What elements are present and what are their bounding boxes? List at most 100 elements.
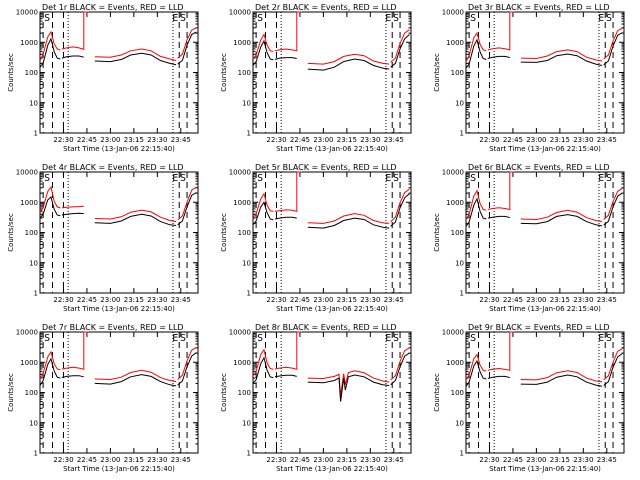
y-tick-label: 10000: [229, 169, 251, 177]
x-tick-label: 22:45: [77, 296, 97, 304]
interval-marker: S: [257, 333, 263, 344]
x-tick-label: 23:00: [100, 136, 120, 144]
x-tick-label: 22:45: [77, 136, 97, 144]
interval-marker: S: [606, 333, 612, 344]
lld-series-line: [274, 11, 302, 52]
interval-marker: E: [598, 173, 604, 184]
y-tick-label: 10000: [229, 9, 251, 17]
lld-series-line: [487, 11, 515, 51]
x-axis-title: Start Time (13-Jan-06 22:15:40): [276, 305, 388, 313]
lld-series-line: [274, 171, 302, 213]
panel-title: Det 8r BLACK = Events, RED = LLD: [255, 323, 397, 332]
y-tick-label: 10: [242, 99, 251, 107]
interval-marker: E: [385, 173, 391, 184]
events-series-line: [252, 39, 274, 66]
events-series-line: [61, 375, 84, 379]
x-tick-label: 22:30: [479, 456, 499, 464]
y-tick-label: 10000: [442, 329, 464, 337]
lld-series-line: [177, 27, 197, 59]
y-tick-label: 1: [34, 130, 38, 138]
events-series-line: [465, 38, 487, 69]
y-tick-label: 100: [238, 389, 251, 397]
lld-series-line: [487, 171, 515, 211]
interval-marker: S: [257, 173, 263, 184]
events-series-line: [465, 359, 487, 387]
x-tick-label: 23:30: [573, 136, 593, 144]
x-tick-label: 23:30: [360, 136, 380, 144]
lld-series-line: [465, 189, 487, 221]
y-tick-label: 10000: [442, 169, 464, 177]
y-tick-label: 100: [451, 229, 464, 237]
y-axis-title: Counts/sec: [7, 213, 15, 252]
panel-title: Det 4r BLACK = Events, RED = LLD: [42, 163, 184, 172]
y-tick-label: 1: [34, 290, 38, 298]
y-tick-label: 10: [455, 259, 464, 267]
y-tick-label: 1000: [446, 359, 464, 367]
y-tick-label: 10: [455, 419, 464, 427]
y-tick-label: 1: [460, 450, 464, 458]
y-tick-label: 100: [25, 69, 38, 77]
y-axis-title: Counts/sec: [220, 53, 228, 92]
x-tick-label: 23:45: [597, 136, 617, 144]
lld-series-line: [39, 350, 61, 380]
y-tick-label: 10: [242, 259, 251, 267]
y-tick-label: 1: [460, 290, 464, 298]
x-tick-label: 23:00: [100, 456, 120, 464]
x-tick-label: 23:45: [384, 136, 404, 144]
y-tick-label: 1: [34, 450, 38, 458]
y-tick-label: 100: [238, 69, 251, 77]
x-axis-title: Start Time (13-Jan-06 22:15:40): [489, 305, 601, 313]
chart-panel: Det 6r BLACK = Events, RED = LLD 1 10 100 10…: [433, 163, 625, 313]
x-axis-title: Start Time (13-Jan-06 22:15:40): [63, 305, 175, 313]
panel-title: Det 7r BLACK = Events, RED = LLD: [42, 323, 184, 332]
lld-series-line: [390, 29, 410, 63]
y-axis-title: Counts/sec: [220, 213, 228, 252]
x-tick-label: 23:15: [124, 136, 144, 144]
events-series-line: [274, 216, 297, 220]
lld-series-line: [39, 30, 61, 61]
x-tick-label: 23:30: [147, 296, 167, 304]
x-tick-label: 23:45: [597, 296, 617, 304]
y-tick-label: 100: [451, 389, 464, 397]
events-series-line: [603, 192, 623, 226]
y-tick-label: 100: [451, 69, 464, 77]
events-series-line: [94, 213, 177, 226]
y-axis-title: Counts/sec: [433, 213, 441, 252]
y-tick-label: 10000: [442, 9, 464, 17]
x-tick-label: 23:00: [526, 296, 546, 304]
events-series-line: [390, 352, 410, 386]
x-tick-label: 23:00: [313, 456, 333, 464]
x-tick-label: 23:00: [526, 136, 546, 144]
y-axis-title: Counts/sec: [433, 53, 441, 92]
y-tick-label: 1000: [233, 39, 251, 47]
x-tick-label: 23:00: [100, 296, 120, 304]
chart-panel: Det 3r BLACK = Events, RED = LLD 1 10 100 10…: [433, 3, 625, 153]
x-tick-label: 22:45: [503, 136, 523, 144]
y-tick-label: 1000: [233, 199, 251, 207]
interval-marker: E: [385, 333, 391, 344]
y-tick-label: 1: [247, 290, 251, 298]
x-axis-title: Start Time (13-Jan-06 22:15:40): [63, 465, 175, 473]
x-tick-label: 22:30: [53, 456, 73, 464]
lld-series-line: [94, 369, 177, 383]
lld-series-line: [307, 370, 390, 396]
x-axis-title: Start Time (13-Jan-06 22:15:40): [276, 465, 388, 473]
events-series-line: [252, 201, 274, 226]
interval-marker: S: [44, 13, 50, 24]
x-tick-label: 23:30: [147, 136, 167, 144]
x-axis-title: Start Time (13-Jan-06 22:15:40): [276, 145, 388, 153]
x-tick-label: 22:45: [503, 456, 523, 464]
x-tick-label: 23:45: [384, 456, 404, 464]
lld-series-line: [177, 186, 197, 221]
lld-series-line: [274, 331, 302, 370]
panel-title: Det 1r BLACK = Events, RED = LLD: [42, 3, 184, 12]
lld-series-line: [520, 49, 603, 62]
lld-series-line: [487, 331, 515, 371]
x-tick-label: 22:30: [266, 136, 286, 144]
y-tick-label: 1000: [20, 199, 38, 207]
x-tick-label: 22:45: [290, 296, 310, 304]
y-tick-label: 10000: [16, 329, 38, 337]
lld-series-line: [390, 347, 410, 381]
interval-marker: S: [606, 13, 612, 24]
